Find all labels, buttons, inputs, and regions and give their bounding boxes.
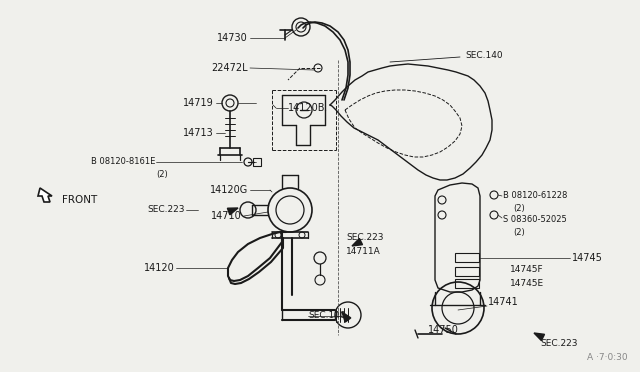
Text: SEC.140: SEC.140 (465, 51, 502, 60)
Polygon shape (38, 188, 52, 202)
Text: 14120: 14120 (144, 263, 175, 273)
Text: SEC.223: SEC.223 (147, 205, 185, 215)
Text: FRONT: FRONT (62, 195, 97, 205)
Text: (2): (2) (513, 228, 525, 237)
Text: B 08120-8161E: B 08120-8161E (91, 157, 155, 167)
Text: 14745: 14745 (572, 253, 603, 263)
Text: 14750: 14750 (428, 325, 459, 335)
Text: SEC.140: SEC.140 (308, 311, 346, 321)
Polygon shape (352, 238, 362, 246)
Text: (2): (2) (513, 203, 525, 212)
Text: S 08360-52025: S 08360-52025 (503, 215, 567, 224)
Polygon shape (227, 208, 238, 215)
Text: 14730: 14730 (217, 33, 248, 43)
Text: (2): (2) (156, 170, 168, 179)
Text: B 08120-61228: B 08120-61228 (503, 192, 568, 201)
Text: 14745E: 14745E (510, 279, 544, 289)
Text: 14741: 14741 (488, 297, 519, 307)
Text: SEC.223: SEC.223 (540, 340, 577, 349)
Text: 14719: 14719 (183, 98, 214, 108)
Circle shape (292, 18, 310, 36)
Text: 14710: 14710 (211, 211, 242, 221)
Circle shape (244, 158, 252, 166)
Text: 14120B: 14120B (288, 103, 326, 113)
Text: 22472L: 22472L (211, 63, 248, 73)
Text: 14713: 14713 (183, 128, 214, 138)
Text: SEC.223: SEC.223 (346, 234, 383, 243)
Polygon shape (534, 333, 545, 341)
Text: 14711A: 14711A (346, 247, 381, 257)
Polygon shape (342, 312, 351, 322)
Text: 14745F: 14745F (510, 266, 543, 275)
Text: A ·7·0:30: A ·7·0:30 (588, 353, 628, 362)
Text: 14120G: 14120G (210, 185, 248, 195)
